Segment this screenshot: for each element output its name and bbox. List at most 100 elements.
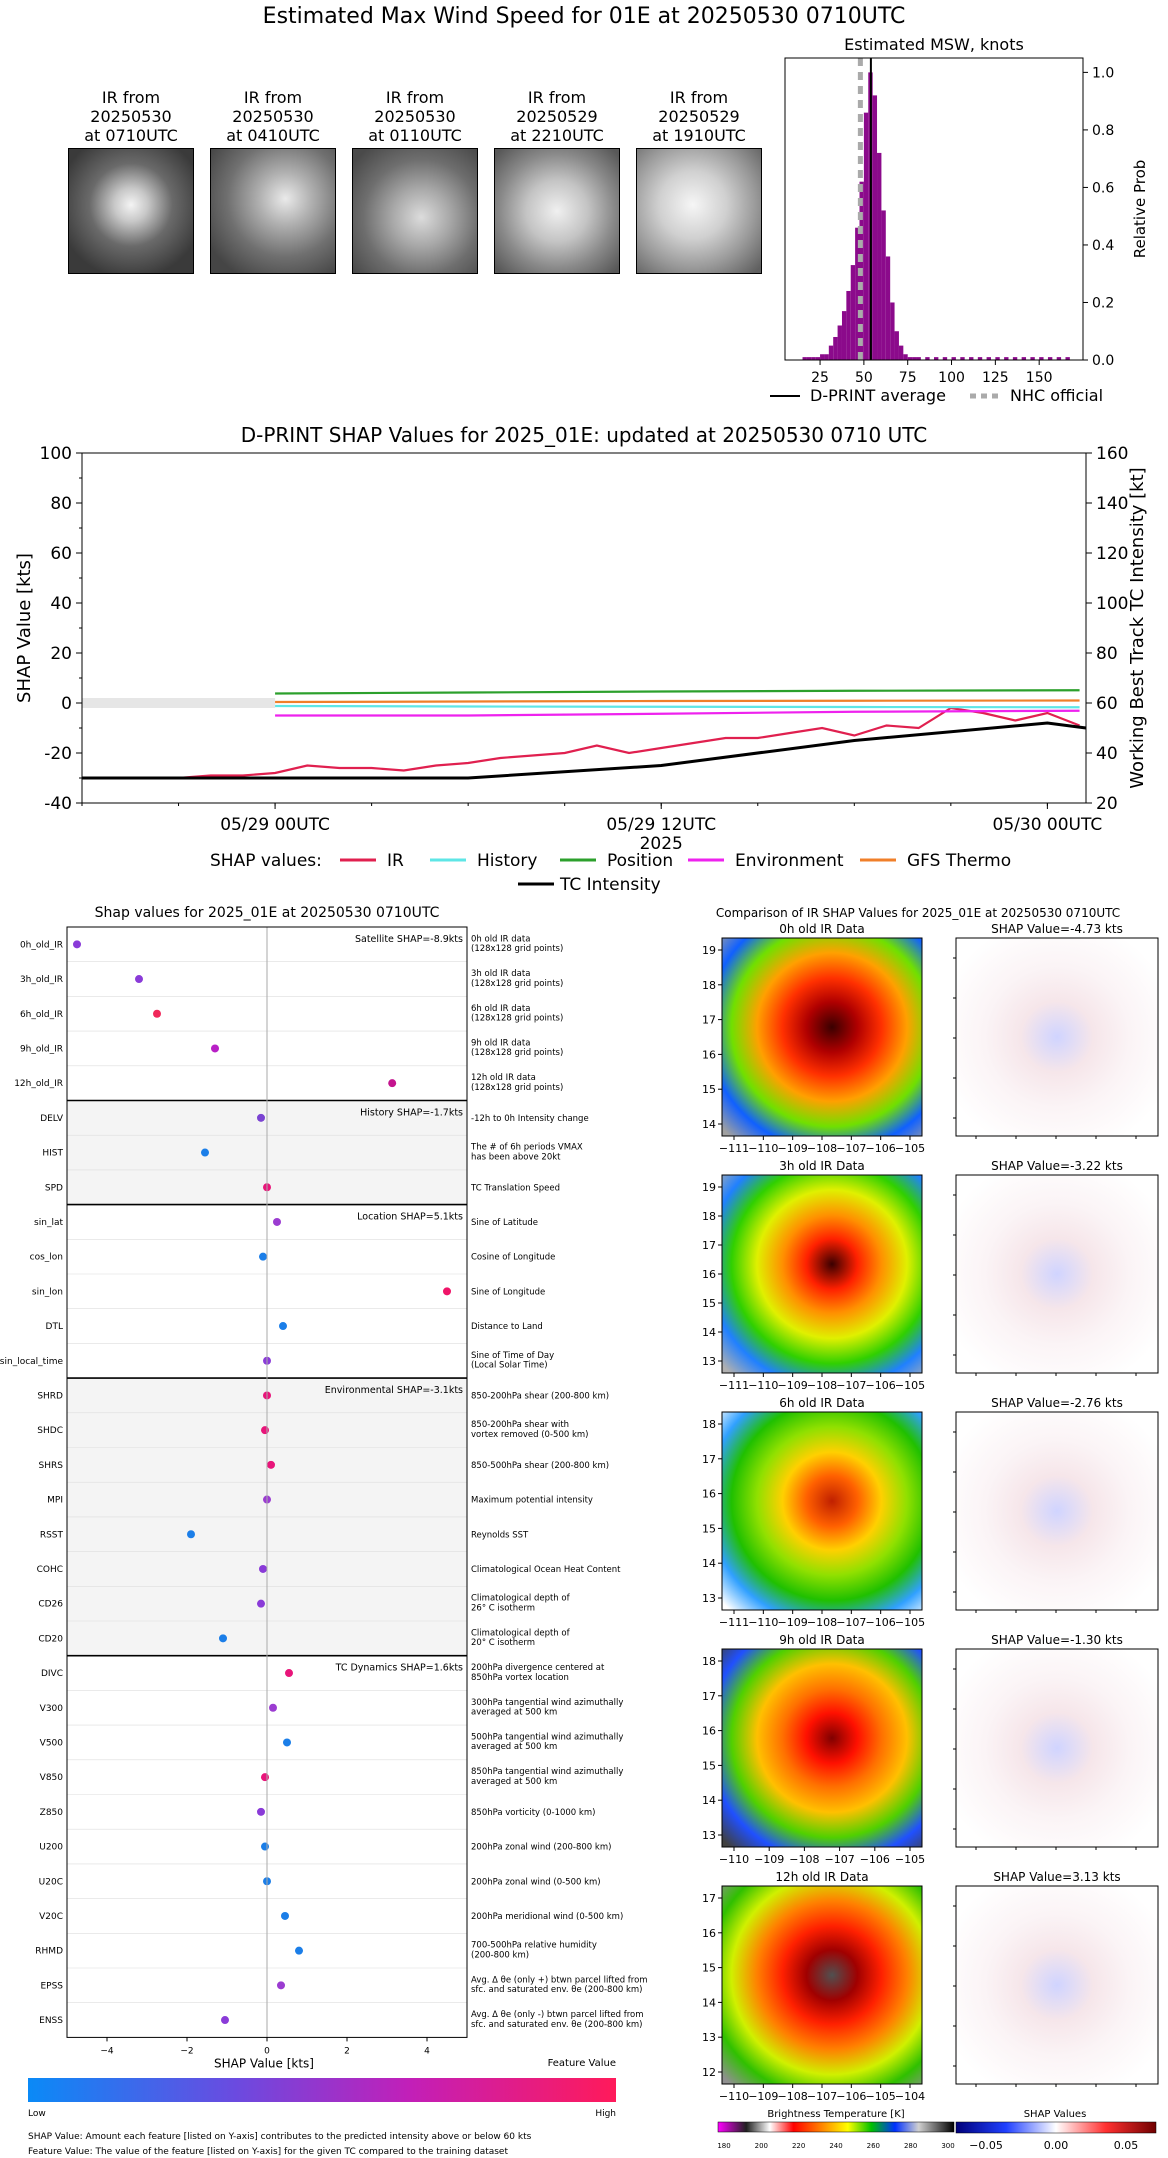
- ir-y-tick-label: 16: [702, 1488, 716, 1501]
- shap-image: [955, 937, 1159, 1137]
- feature-shap-point: [259, 1252, 267, 1261]
- ir-x-tick-label: −106: [866, 1142, 896, 1155]
- legend-dprint-label: D-PRINT average: [810, 386, 946, 405]
- feature-description: Climatological depth of 26° C isotherm: [471, 1594, 571, 1614]
- ir-y-tick-label: 17: [702, 1453, 716, 1466]
- feature-name: V850: [40, 1773, 64, 1783]
- right-y-tick-label: 80: [1096, 644, 1118, 664]
- feature-description: 850-500hPa shear (200-800 km): [471, 1461, 609, 1471]
- ir-image: [721, 1174, 923, 1374]
- ir-y-tick-label: 16: [702, 1048, 716, 1061]
- right-y-tick-label: 140: [1096, 494, 1128, 514]
- ir-thumbnail-image: [636, 148, 762, 274]
- feature-shap-point: [283, 1738, 291, 1747]
- feature-shap-point: [187, 1530, 195, 1539]
- histogram-bar: [837, 325, 842, 360]
- ir-x-tick-label: −105: [895, 1616, 925, 1629]
- shap-panel-title: SHAP Value=-3.22 kts: [991, 1159, 1123, 1173]
- feature-shap-point: [261, 1426, 269, 1435]
- ir-y-tick-label: 15: [702, 1522, 716, 1535]
- histogram-bar: [1021, 357, 1027, 360]
- histogram-bar: [1039, 357, 1044, 360]
- histogram-bar: [942, 357, 948, 360]
- right-y-tick-label: 120: [1096, 544, 1128, 564]
- histogram-bar: [806, 357, 812, 360]
- ir-y-tick-label: 14: [702, 1118, 716, 1131]
- ir-y-tick-label: 17: [702, 1239, 716, 1252]
- colorbar-low-label: Low: [28, 2109, 46, 2119]
- feature-description: 200hPa divergence centered at 850hPa vort…: [471, 1663, 605, 1683]
- feature-shap-point: [259, 1564, 267, 1573]
- ir-x-tick-label: −106: [836, 2090, 866, 2103]
- ir-y-tick-label: 13: [702, 1355, 716, 1368]
- histogram-bar: [877, 152, 882, 360]
- histogram-bar: [850, 265, 856, 360]
- feature-description: 0h old IR data (128x128 grid points): [471, 934, 563, 954]
- ir-x-tick-label: −111: [719, 1379, 749, 1392]
- histogram-bar: [846, 290, 851, 360]
- feature-name: 3h_old_IR: [20, 975, 63, 985]
- histogram-bar: [833, 336, 838, 360]
- feature-shap-point: [257, 1807, 265, 1816]
- shap-panel-title: SHAP Value=3.13 kts: [993, 1870, 1120, 1884]
- ir-x-tick-label: −110: [748, 1616, 778, 1629]
- shap-panel-title: SHAP Value=-2.76 kts: [991, 1396, 1123, 1410]
- ir-x-tick-label: −105: [895, 1142, 925, 1155]
- ir-thumbnail-image: [494, 148, 620, 274]
- ir-y-tick-label: 18: [702, 1655, 716, 1668]
- feature-name: 12h_old_IR: [14, 1079, 63, 1089]
- feature-group-label: Location SHAP=5.1kts: [357, 1212, 463, 1223]
- feature-shap-point: [285, 1669, 293, 1678]
- histogram-y-tick-label: 0.4: [1092, 238, 1114, 254]
- ir-x-tick-label: −105: [895, 1379, 925, 1392]
- timeseries-title: D-PRINT SHAP Values for 2025_01E: update…: [241, 423, 928, 447]
- ir-y-tick-label: 18: [702, 1418, 716, 1431]
- feature-shap-point: [269, 1703, 277, 1712]
- ir-y-tick-label: 19: [702, 944, 716, 957]
- ir-image: [721, 1648, 923, 1848]
- feature-name: Z850: [40, 1808, 64, 1818]
- feature-shap-point: [273, 1217, 281, 1226]
- left-y-tick-label: -40: [44, 794, 72, 814]
- histogram-bar: [1065, 357, 1070, 360]
- ir-x-tick-label: −104: [895, 2090, 925, 2103]
- feature-name: EPSS: [40, 1981, 63, 1991]
- ir-image: [721, 937, 923, 1137]
- feature-name: RHMD: [35, 1947, 63, 1957]
- feature-shap-point: [261, 1842, 269, 1851]
- bt-colorbar-tick: 240: [829, 2142, 842, 2150]
- shap-image: [955, 1411, 1159, 1611]
- feature-description: 850-200hPa shear (200-800 km): [471, 1391, 609, 1401]
- legend-label: Environment: [735, 851, 844, 871]
- feature-description: The # of 6h periods VMAX has been above 2…: [470, 1143, 583, 1163]
- ir-y-tick-label: 14: [702, 1996, 716, 2009]
- histogram-x-tick-label: 150: [1026, 370, 1053, 386]
- feature-description: TC Translation Speed: [470, 1183, 560, 1193]
- feature-description: Climatological depth of 20° C isotherm: [471, 1628, 571, 1648]
- series-line-gfs-thermo: [275, 699, 1080, 704]
- shap-colorbar: [955, 2121, 1157, 2134]
- ir-x-tick-label: −109: [778, 1379, 808, 1392]
- feature-chart-title: Shap values for 2025_01E at 20250530 071…: [95, 905, 440, 921]
- feature-description: 6h old IR data (128x128 grid points): [471, 1004, 563, 1024]
- feature-description: 850-200hPa shear with vortex removed (0-5…: [471, 1420, 588, 1440]
- histogram-title: Estimated MSW, knots: [844, 35, 1024, 54]
- left-y-tick-label: -20: [44, 744, 72, 764]
- ir-y-tick-label: 12: [702, 2066, 716, 2079]
- ir-y-tick-label: 16: [702, 1725, 716, 1738]
- histogram-y-tick-label: 1.0: [1092, 65, 1114, 81]
- feature-description: Distance to Land: [471, 1322, 543, 1332]
- histogram-y-tick-label: 0.2: [1092, 295, 1114, 311]
- feature-description: 850hPa vorticity (0-1000 km): [471, 1808, 595, 1818]
- ir-y-tick-label: 15: [702, 1083, 716, 1096]
- feature-description: 850hPa tangential wind azimuthally averag…: [471, 1767, 623, 1787]
- feature-description: 12h old IR data (128x128 grid points): [471, 1073, 563, 1093]
- feature-name: 0h_old_IR: [20, 940, 63, 950]
- ir-x-tick-label: −110: [748, 1142, 778, 1155]
- legend-label: History: [477, 851, 537, 871]
- feature-name: DIVC: [41, 1669, 63, 1679]
- histogram-bar: [912, 357, 917, 360]
- ir-y-tick-label: 19: [702, 1181, 716, 1194]
- histogram-y-tick-label: 0.8: [1092, 123, 1114, 139]
- histogram-x-tick-label: 75: [899, 370, 917, 386]
